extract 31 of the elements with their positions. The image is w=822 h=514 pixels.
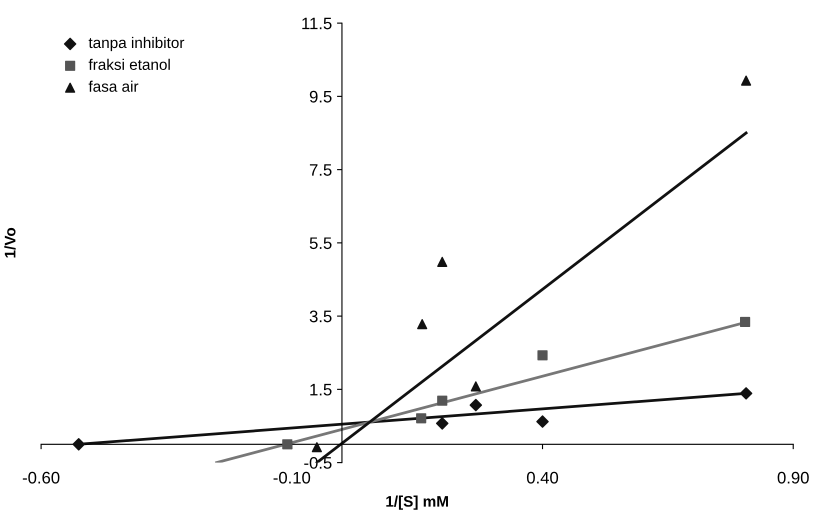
legend-label: fraksi etanol (88, 58, 170, 70)
y-tick-label: -0.5 (304, 457, 332, 469)
point (436, 417, 448, 430)
x-tick-label: -0.60 (22, 472, 60, 484)
point (740, 387, 752, 400)
legend-label: tanpa inhibitor (88, 36, 184, 52)
point (72, 438, 85, 451)
point (437, 256, 448, 267)
point (740, 316, 750, 328)
y-tick-label: 7.5 (310, 164, 332, 176)
y-tick-label: 9.5 (310, 90, 332, 103)
y-axis-title: 1/Vo (4, 228, 16, 258)
x-tick-label: 0.90 (778, 472, 809, 484)
y-tick-label: 3.5 (310, 310, 332, 322)
point (416, 413, 426, 424)
point (470, 381, 481, 392)
legend-label: fasa air (88, 80, 138, 92)
point (470, 398, 482, 412)
y-tick-label: 5.5 (310, 237, 332, 250)
x-tick-label: -0.10 (274, 472, 310, 484)
x-tick-label: 0.40 (526, 472, 558, 484)
point (312, 442, 322, 452)
point (536, 415, 549, 428)
point (537, 350, 548, 360)
y-tick-label: 1.5 (310, 384, 332, 396)
x-axis-title: 1/[S] mM (386, 496, 448, 510)
point (741, 76, 752, 86)
y-tick-label: 11.5 (302, 18, 332, 30)
point (417, 319, 428, 330)
point (437, 396, 448, 406)
point (282, 439, 292, 450)
